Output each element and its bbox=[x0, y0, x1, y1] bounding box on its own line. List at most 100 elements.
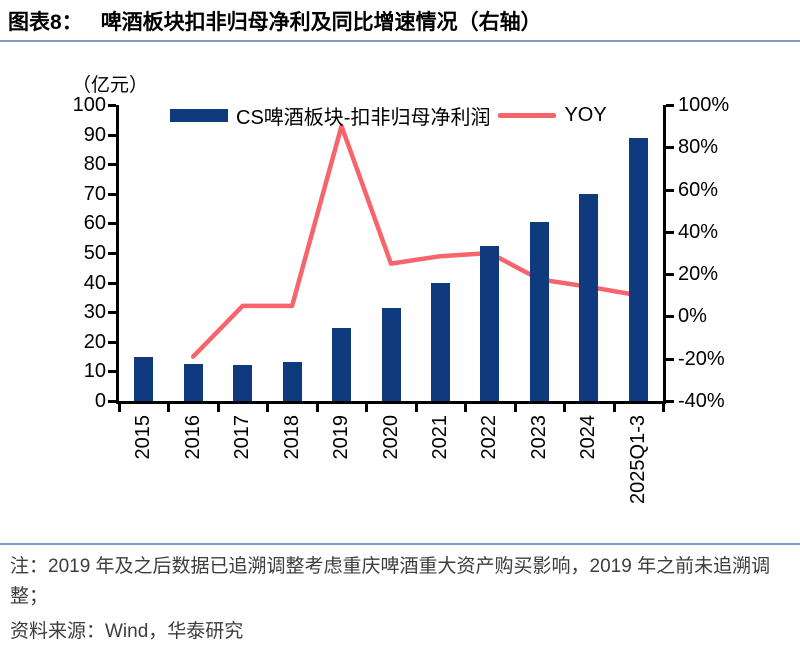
x-axis-label: 2020 bbox=[380, 415, 426, 460]
bar-2021 bbox=[430, 282, 450, 401]
bar-2018 bbox=[282, 362, 302, 401]
x-axis-label: 2023 bbox=[528, 415, 574, 460]
x-axis-label-text: 2024 bbox=[577, 415, 600, 460]
right-axis-tick-label: 0% bbox=[678, 305, 707, 328]
right-axis-tick bbox=[666, 146, 674, 150]
x-axis-label-text: 2017 bbox=[231, 415, 254, 460]
x-axis-label-text: 2020 bbox=[379, 415, 402, 460]
right-axis-tick-label: -20% bbox=[678, 347, 725, 370]
right-axis-tick bbox=[666, 188, 674, 192]
left-axis-tick-label: 20 bbox=[83, 330, 106, 353]
x-axis-tick bbox=[414, 404, 418, 412]
left-axis-tick bbox=[108, 222, 116, 226]
bar-2017 bbox=[233, 364, 253, 401]
x-axis-label-text: 2015 bbox=[132, 415, 155, 460]
right-axis-tick bbox=[666, 273, 674, 277]
legend-bar-swatch bbox=[170, 109, 228, 122]
legend-line-swatch bbox=[498, 113, 557, 118]
left-axis-tick bbox=[108, 281, 116, 285]
bar-2023 bbox=[529, 221, 549, 401]
right-axis-tick-label: 80% bbox=[678, 136, 719, 159]
x-axis-label: 2018 bbox=[281, 415, 327, 460]
right-axis-tick-label: 60% bbox=[678, 178, 719, 201]
right-axis-tick-label: 40% bbox=[678, 220, 719, 243]
figure-header: 图表8： 啤酒板块扣非归母净利及同比增速情况（右轴） bbox=[8, 6, 542, 36]
x-axis-tick bbox=[563, 404, 567, 412]
x-axis-label-text: 2018 bbox=[280, 415, 303, 460]
left-axis-tick-label: 80 bbox=[83, 153, 106, 176]
left-axis-tick bbox=[108, 370, 116, 374]
x-axis-tick bbox=[365, 404, 369, 412]
right-axis-tick-label: -40% bbox=[678, 390, 725, 412]
bar-2022 bbox=[480, 246, 500, 401]
chart-legend: CS啤酒板块-扣非归母净利润 YOY bbox=[170, 101, 607, 130]
x-axis-label-text: 2025Q1-3 bbox=[626, 415, 649, 504]
figure-note: 注：2019 年及之后数据已追溯调整考虑重庆啤酒重大资产购买影响，2019 年之… bbox=[10, 556, 771, 607]
legend-line-label: YOY bbox=[564, 104, 607, 126]
x-axis-label: 2019 bbox=[330, 415, 376, 460]
x-axis-label: 2021 bbox=[429, 415, 475, 460]
bar-2024 bbox=[579, 193, 599, 401]
bar-2016 bbox=[183, 364, 203, 401]
right-axis-tick bbox=[666, 357, 674, 361]
x-axis-tick bbox=[266, 404, 270, 412]
left-axis-tick bbox=[108, 163, 116, 167]
left-axis-tick-label: 100 bbox=[72, 94, 106, 116]
title-divider bbox=[0, 40, 800, 42]
bar-2025Q1-3 bbox=[628, 137, 648, 401]
footer-divider bbox=[0, 543, 800, 545]
right-axis-tick-label: 100% bbox=[678, 94, 730, 116]
bar-2020 bbox=[381, 308, 401, 401]
left-axis-tick-label: 0 bbox=[94, 390, 106, 412]
x-axis-label: 2022 bbox=[478, 415, 524, 460]
left-axis-unit-label: （亿元） bbox=[72, 75, 149, 96]
x-axis-label-text: 2022 bbox=[478, 415, 501, 460]
x-axis-label-text: 2023 bbox=[527, 415, 550, 460]
left-axis-line bbox=[116, 105, 119, 404]
left-axis-tick bbox=[108, 311, 116, 315]
x-axis-label: 2016 bbox=[182, 415, 228, 460]
legend-bar-label: CS啤酒板块-扣非归母净利润 bbox=[236, 107, 491, 129]
bar-2015 bbox=[134, 357, 154, 401]
x-axis-label: 2015 bbox=[132, 415, 178, 460]
left-axis-tick bbox=[108, 104, 116, 107]
figure-title: 啤酒板块扣非归母净利及同比增速情况（右轴） bbox=[100, 11, 542, 34]
x-axis-tick bbox=[118, 404, 121, 412]
bar-2019 bbox=[332, 327, 352, 401]
left-axis-tick-label: 70 bbox=[83, 182, 106, 205]
x-axis-tick bbox=[167, 404, 171, 412]
x-axis-tick bbox=[216, 404, 220, 412]
left-axis-tick bbox=[108, 133, 116, 137]
left-axis-tick-label: 90 bbox=[83, 123, 106, 146]
left-axis-tick-label: 40 bbox=[83, 271, 106, 294]
left-axis-tick bbox=[108, 252, 116, 255]
x-axis-tick bbox=[662, 404, 665, 412]
x-axis-label-text: 2016 bbox=[181, 415, 204, 460]
left-axis-tick-label: 50 bbox=[83, 242, 106, 264]
left-axis-tick-label: 60 bbox=[83, 212, 106, 235]
right-axis-tick bbox=[666, 104, 674, 107]
right-axis-tick-label: 20% bbox=[678, 263, 719, 286]
x-axis-label: 2025Q1-3 bbox=[627, 415, 717, 504]
x-axis-tick bbox=[513, 404, 517, 412]
x-axis-tick bbox=[315, 404, 319, 412]
yoy-line bbox=[190, 123, 641, 359]
x-axis-tick bbox=[464, 404, 468, 412]
right-axis-line bbox=[663, 105, 666, 404]
left-axis-tick bbox=[108, 340, 116, 344]
right-axis-tick bbox=[666, 230, 674, 234]
x-axis-label: 2017 bbox=[231, 415, 277, 460]
left-axis-tick-label: 10 bbox=[83, 360, 106, 383]
figure-source: 资料来源：Wind，华泰研究 bbox=[10, 621, 244, 642]
x-axis-label-text: 2019 bbox=[330, 415, 353, 460]
left-axis-tick bbox=[108, 192, 116, 196]
x-axis-tick bbox=[612, 404, 616, 412]
x-axis-label-text: 2021 bbox=[428, 415, 451, 460]
left-axis-tick-label: 30 bbox=[83, 301, 106, 324]
figure-label: 图表8： bbox=[8, 11, 83, 34]
left-axis-tick bbox=[108, 400, 116, 403]
x-axis-line bbox=[116, 401, 666, 404]
x-axis-label: 2024 bbox=[577, 415, 623, 460]
right-axis-tick bbox=[666, 315, 674, 319]
